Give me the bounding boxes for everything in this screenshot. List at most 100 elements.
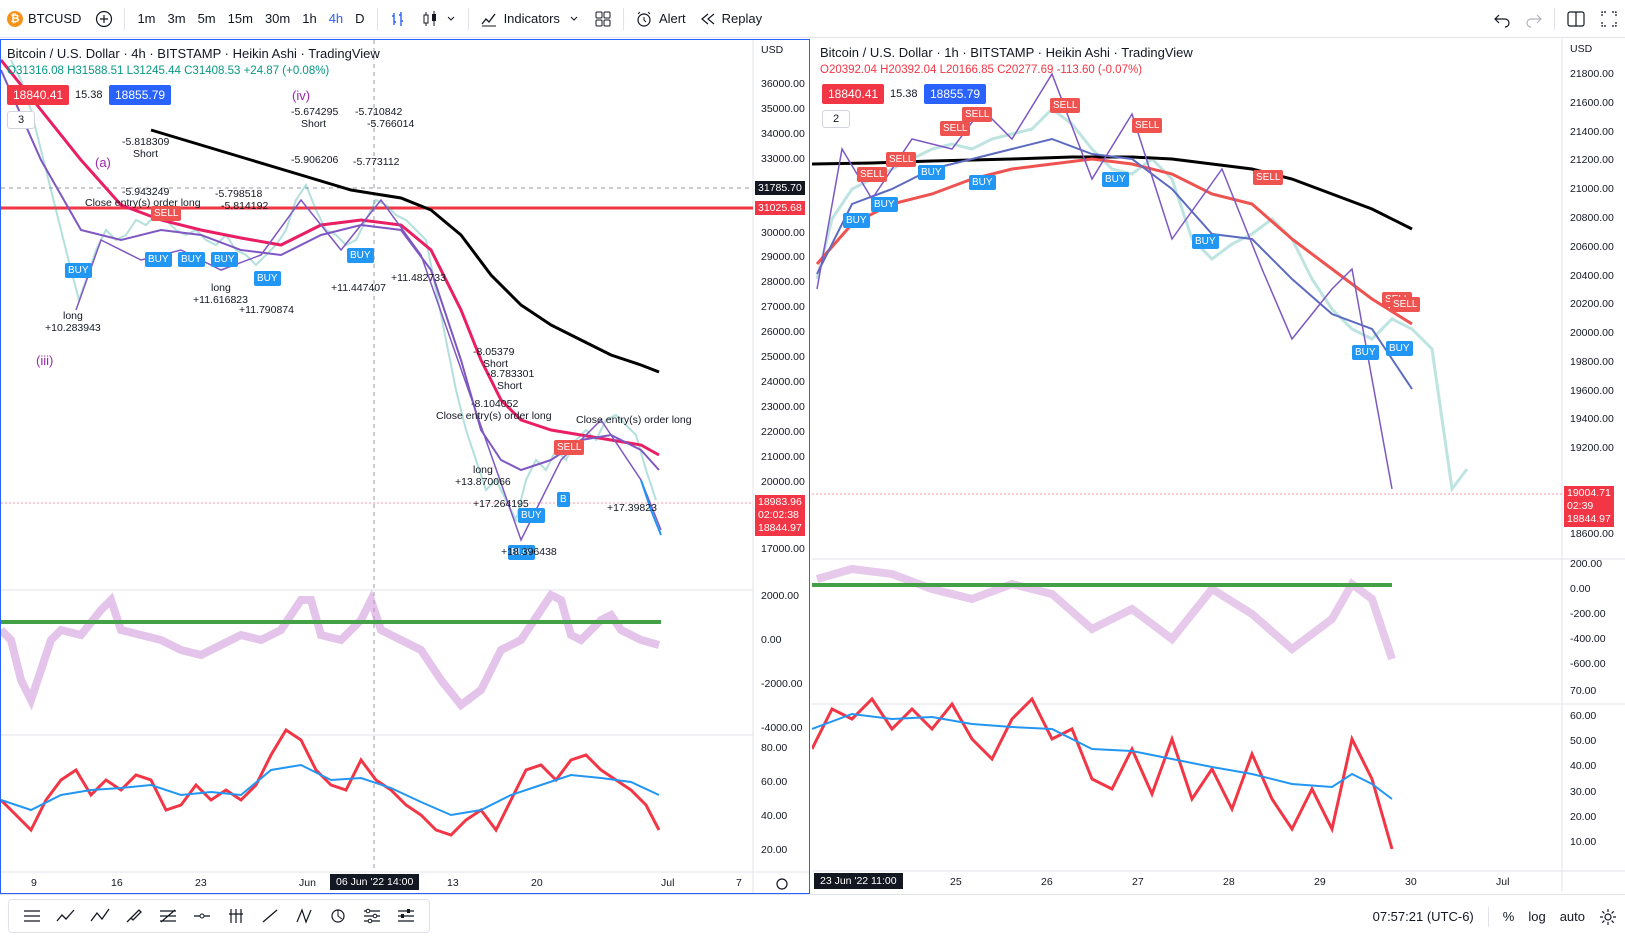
chart-type-bars-button[interactable] <box>382 0 414 38</box>
clock-timezone[interactable]: 07:57:21 (UTC-6) <box>1372 909 1474 924</box>
wave-count-icon <box>90 908 110 922</box>
rsi-tick: 50.00 <box>1570 735 1597 747</box>
timeframe-15m[interactable]: 15m <box>227 11 253 26</box>
settings-gear-icon[interactable] <box>1599 908 1617 926</box>
tool-numbers-button[interactable] <box>83 901 117 931</box>
chart-pane-4h[interactable]: BUY SELL BUY BUY BUY BUY BUY SELL BUY B … <box>0 39 810 894</box>
sell-signal: SELL <box>1132 118 1163 133</box>
redo-button[interactable] <box>1518 0 1550 38</box>
price-tick: 21000.00 <box>1570 183 1614 195</box>
timeframe-4h[interactable]: 4h <box>328 11 344 26</box>
symbol-selector[interactable]: ₿ BTCUSD <box>0 0 88 38</box>
fullscreen-button[interactable] <box>1593 0 1625 38</box>
tool-brush-button[interactable] <box>117 901 151 931</box>
price-line-4h <box>640 479 662 536</box>
tool-horizontal-line-button[interactable] <box>185 901 219 931</box>
bar-chart-icon <box>391 11 403 26</box>
horizontal-line-icon <box>194 913 210 919</box>
tool-settings-lines-button[interactable] <box>355 901 389 931</box>
auto-scale-button[interactable]: auto <box>1559 909 1585 924</box>
time-tick: Jul <box>661 877 675 889</box>
price-tick: 23000.00 <box>761 401 805 413</box>
chart-canvas-1h[interactable] <box>812 39 1625 892</box>
chart-type-candles-button[interactable] <box>414 0 464 38</box>
replay-button[interactable]: Replay <box>693 0 769 38</box>
timeframe-d[interactable]: D <box>355 11 365 26</box>
replay-label: Replay <box>721 11 763 26</box>
divider <box>124 7 126 30</box>
osc-tick: -400.00 <box>1570 633 1606 645</box>
fullscreen-icon <box>1601 11 1617 27</box>
grid-layout-icon <box>595 11 611 26</box>
sell-signal: SELL <box>886 152 917 167</box>
tool-trend-button[interactable] <box>49 901 83 931</box>
timeframe-5m[interactable]: 5m <box>197 11 216 26</box>
currency-selector[interactable]: USD <box>1570 43 1593 55</box>
timeframe-30m[interactable]: 30m <box>264 11 291 26</box>
buy-signal: BUY <box>178 252 205 267</box>
tool-adjust-button[interactable] <box>389 901 423 931</box>
brush-icon <box>126 909 142 923</box>
sell-price-button-1h[interactable]: 18840.41 <box>822 84 885 104</box>
chart-canvas-4h[interactable] <box>1 40 809 893</box>
currency-selector[interactable]: USD <box>761 44 784 56</box>
tool-vertical-lines-button[interactable] <box>219 901 253 931</box>
timeframe-1m[interactable]: 1m <box>137 11 156 26</box>
bottom-toolbar: 07:57:21 (UTC-6) % log auto <box>0 894 1625 937</box>
split-layout-button[interactable] <box>1559 0 1593 38</box>
rewind-icon <box>700 13 715 24</box>
trade-annotation: Short <box>497 380 523 392</box>
tool-cycle-button[interactable] <box>321 901 355 931</box>
settings-gear-icon[interactable] <box>776 878 788 890</box>
bar-countdown: 02:39 <box>1567 500 1594 512</box>
alert-button[interactable]: Alert <box>628 0 693 38</box>
line-icon <box>262 909 278 923</box>
chart-pane-1h[interactable]: SELL SELL SELL SELL SELL SELL BUY BUY BU… <box>812 39 1625 894</box>
chevron-down-icon <box>570 16 578 21</box>
trade-annotation: long <box>63 310 83 322</box>
ma-red-4h <box>1 59 660 457</box>
indicators-button[interactable]: Indicators <box>473 0 587 38</box>
time-tick: 7 <box>736 877 742 889</box>
price-tick: 28000.00 <box>761 276 805 288</box>
buy-price-button-1h[interactable]: 18855.79 <box>924 84 987 104</box>
trade-annotation: Close entry(s) order long <box>576 414 692 426</box>
legend-collapse-button-4h[interactable]: 3 <box>7 111 35 129</box>
time-tick: 28 <box>1223 876 1235 888</box>
legend-collapse-button-1h[interactable]: 2 <box>822 110 850 128</box>
rsi-tick: 30.00 <box>1570 786 1597 798</box>
tool-menu-button[interactable] <box>15 901 49 931</box>
divider <box>376 7 378 30</box>
rsi-red-4h <box>1 727 661 837</box>
price-tick: 20200.00 <box>1570 298 1614 310</box>
tool-fib-button[interactable] <box>151 901 185 931</box>
layouts-button[interactable] <box>587 0 619 38</box>
undo-button[interactable] <box>1486 0 1518 38</box>
time-tick: 23 <box>195 877 207 889</box>
trade-annotation: long <box>473 464 493 476</box>
price-tick: 17000.00 <box>761 543 805 555</box>
time-tick: 30 <box>1405 876 1417 888</box>
price-tick: 21400.00 <box>1570 126 1614 138</box>
adjust-icon <box>398 909 414 922</box>
sell-price-button-4h[interactable]: 18840.41 <box>7 85 70 105</box>
chart-title-1h: Bitcoin / U.S. Dollar · 1h · BITSTAMP · … <box>820 45 1193 60</box>
add-symbol-button[interactable] <box>88 0 120 38</box>
tool-pattern-button[interactable] <box>287 901 321 931</box>
timeframe-3m[interactable]: 3m <box>167 11 186 26</box>
log-scale-button[interactable]: log <box>1528 909 1546 924</box>
tool-line-button[interactable] <box>253 901 287 931</box>
trade-annotation: -5.906206 <box>291 154 339 166</box>
percent-scale-button[interactable]: % <box>1502 909 1515 924</box>
plus-circle-icon <box>96 10 113 27</box>
spread-1h: 15.38 <box>890 88 918 100</box>
price-tick: 20600.00 <box>1570 241 1614 253</box>
buy-price-button-4h[interactable]: 18855.79 <box>109 85 172 105</box>
symbol-label: BTCUSD <box>28 11 82 26</box>
divider <box>1487 906 1489 927</box>
ohlc-values-4h: O31316.08 H31588.51 L31245.44 C31408.53 … <box>7 65 330 77</box>
timeframe-1h[interactable]: 1h <box>302 11 317 26</box>
osc-tick: -200.00 <box>1570 608 1606 620</box>
ma-blue-1h <box>816 137 1413 390</box>
buy-signal: BUY <box>1192 234 1219 249</box>
